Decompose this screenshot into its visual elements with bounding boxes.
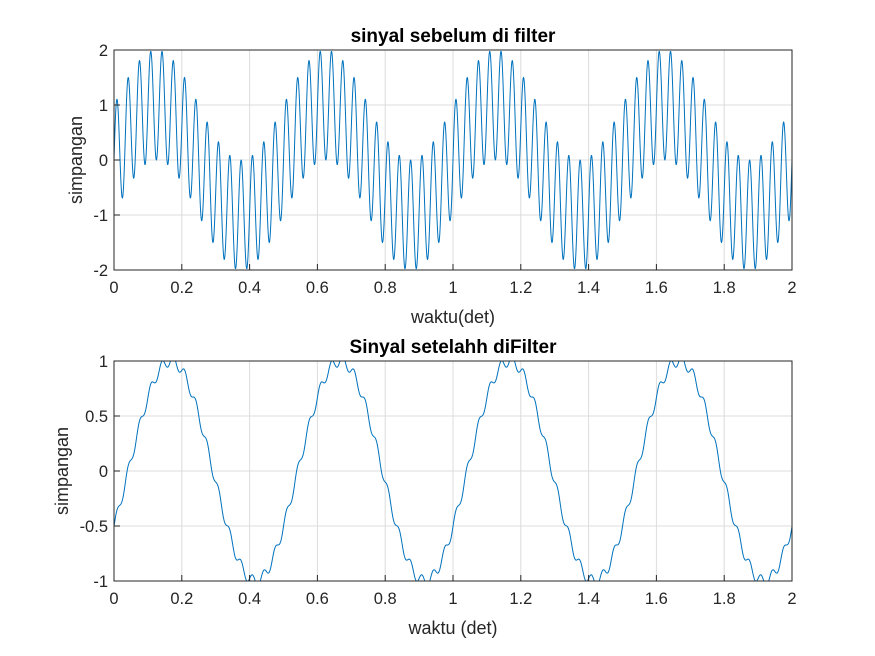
x-tick-label: 1.4: [577, 279, 600, 297]
x-tick-labels-raw: 0 0.2 0.4 0.6 0.8 1 1.2 1.4 1.6 1.8 2: [109, 279, 796, 297]
y-tick-labels-raw: -2 -1 0 1 2: [93, 42, 108, 280]
y-axis-label-raw: simpangan: [66, 116, 86, 204]
chart-title-raw: sinyal sebelum di filter: [351, 26, 556, 47]
y-tick-label: -2: [93, 262, 108, 280]
x-tick-label: 2: [787, 279, 796, 297]
series-raw: [113, 50, 793, 270]
x-tick-label: 0.2: [170, 590, 193, 608]
x-tick-label: 0.4: [238, 590, 261, 608]
x-tick-label: 2: [787, 590, 796, 608]
y-tick-label: 0: [99, 152, 108, 170]
axes-frame-filtered: [113, 360, 793, 582]
y-tick-label: 0: [99, 463, 108, 481]
x-tick-label: 0.2: [170, 279, 193, 297]
x-tick-label: 0.6: [306, 279, 329, 297]
x-tick-label: 0.4: [238, 279, 261, 297]
y-tick-label: 1: [99, 353, 108, 371]
x-tick-label: 1.8: [713, 590, 736, 608]
axes-frame-raw: [113, 49, 793, 271]
y-tick-labels-filtered: -1 -0.5 0 0.5 1: [80, 353, 108, 591]
x-tick-label: 0: [109, 279, 118, 297]
x-axis-label-raw: waktu(det): [410, 307, 495, 327]
signal-line: [113, 50, 793, 270]
axes-box: [113, 49, 793, 271]
x-tick-label: 0: [109, 590, 118, 608]
y-axis-label-filtered: simpangan: [52, 427, 72, 515]
x-axis-label-filtered: waktu (det): [407, 618, 497, 638]
x-tick-label: 1.2: [509, 279, 532, 297]
x-tick-label: 0.8: [374, 590, 397, 608]
x-tick-label: 1: [448, 279, 457, 297]
y-tick-label: -1: [93, 573, 108, 591]
axes-box: [113, 360, 793, 582]
grid-filtered: [113, 360, 793, 582]
x-tick-label: 1.4: [577, 590, 600, 608]
x-tick-label: 1.6: [645, 279, 668, 297]
x-tick-labels-filtered: 0 0.2 0.4 0.6 0.8 1 1.2 1.4 1.6 1.8 2: [109, 590, 796, 608]
plot-filtered-signal: 0 0.2 0.4 0.6 0.8 1 1.2 1.4 1.6 1.8 2 -1-0.500.51 …: [52, 337, 797, 638]
x-tick-label: 1.2: [509, 590, 532, 608]
y-tick-label: 0.5: [85, 408, 108, 426]
x-tick-label: 0.6: [306, 590, 329, 608]
y-tick-label: -0.5: [80, 518, 108, 536]
x-tick-label: 1: [448, 590, 457, 608]
y-tick-label: 1: [99, 97, 108, 115]
y-tick-label: 2: [99, 42, 108, 60]
x-tick-label: 1.8: [713, 279, 736, 297]
chart-title-filtered: Sinyal setelahh diFilter: [350, 337, 558, 358]
x-tick-label: 1.6: [645, 590, 668, 608]
y-tick-label: -1: [93, 207, 108, 225]
plot-raw-signal: 0 0.2 0.4 0.6 0.8 1 1.2 1.4 1.6 1.8 2 -2 -1 0 1 2 siny…: [66, 26, 797, 327]
x-tick-label: 0.8: [374, 279, 397, 297]
